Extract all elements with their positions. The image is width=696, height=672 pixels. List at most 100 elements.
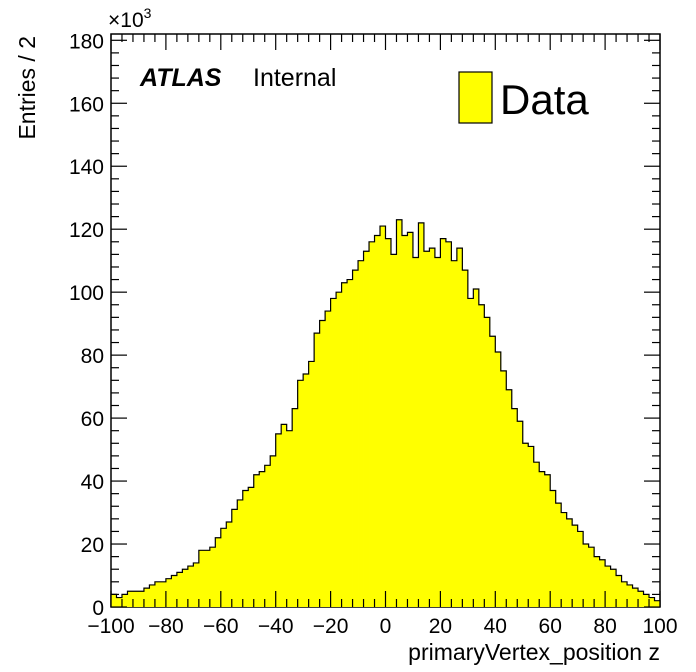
histogram-bin: [605, 566, 611, 607]
histogram-bin: [401, 235, 408, 607]
histogram-bin: [451, 260, 458, 607]
histogram-bin: [638, 591, 644, 607]
histogram-bin: [204, 550, 211, 607]
histogram-bin: [270, 455, 277, 607]
y-tick-label: 160: [69, 93, 104, 116]
legend-label: Data: [500, 76, 589, 123]
histogram-bin: [649, 597, 655, 607]
histogram-bin: [380, 226, 386, 608]
histogram-bin: [445, 241, 452, 608]
histogram-bin: [347, 279, 353, 607]
histogram-bin: [319, 320, 326, 607]
histogram-bin: [544, 474, 551, 607]
histogram-bin: [489, 336, 496, 607]
histogram-bin: [193, 562, 200, 607]
histogram-bin: [259, 471, 266, 607]
histogram-bin: [616, 575, 622, 607]
x-axis-title: primaryVertex_position z: [408, 639, 660, 665]
histogram-bin: [588, 547, 595, 607]
histogram-bin: [627, 584, 633, 607]
histogram-bin: [407, 232, 414, 607]
histogram-bin: [621, 581, 628, 607]
histogram-bin: [154, 581, 161, 607]
histogram-bin: [171, 575, 178, 607]
histogram-bin: [500, 370, 507, 607]
x-tick-label: 20: [429, 615, 452, 638]
histogram-bin: [423, 251, 430, 607]
histogram-bin: [127, 591, 134, 607]
histogram-bin: [220, 528, 227, 607]
histogram-bin: [165, 578, 172, 607]
histogram-bin: [610, 569, 617, 607]
histogram-bin: [198, 550, 205, 607]
histogram-bin: [429, 248, 436, 608]
y-axis-ticks: 0 20 40 60 80 100 120 140 160 180: [69, 30, 660, 620]
histogram-bin: [116, 597, 123, 607]
histogram-bin: [572, 525, 579, 607]
histogram-bin: [440, 238, 447, 607]
histogram-bin: [528, 446, 535, 607]
x-tick-label: 80: [593, 615, 616, 638]
y-tick-label: 100: [69, 282, 104, 305]
legend-marker: [458, 71, 493, 124]
histogram-bin: [330, 298, 337, 607]
histogram-bin: [215, 537, 222, 607]
histogram-bin: [286, 430, 293, 607]
histogram-bin: [253, 474, 260, 607]
histogram-bin: [594, 556, 601, 607]
histogram-bin: [143, 588, 150, 607]
histogram-bin: [539, 471, 546, 607]
y-tick-label: 60: [81, 408, 104, 431]
histogram-bin: [303, 374, 310, 607]
histogram-bin: [643, 594, 650, 607]
y-tick-label: 180: [69, 30, 104, 53]
histogram-bin: [264, 465, 271, 607]
histogram-bin: [248, 487, 255, 607]
histogram-bin: [308, 361, 315, 607]
x-tick-label: 100: [642, 615, 677, 638]
x-tick-label: −60: [203, 615, 239, 638]
histogram-bin: [522, 443, 529, 607]
y-tick-label: 20: [81, 534, 104, 557]
histogram-bin: [314, 333, 321, 607]
histogram-bin: [209, 547, 216, 607]
histogram-bin: [550, 490, 557, 607]
histogram-bin: [561, 512, 568, 607]
histogram-bin: [495, 351, 502, 607]
histogram-bin: [467, 298, 474, 607]
histogram-bin: [281, 424, 288, 607]
histogram-bin: [555, 503, 562, 607]
histogram-bin: [237, 499, 244, 607]
x-axis-ticks: −100 −80 −60 −40 −20 0 20 40 60 80 100: [87, 34, 678, 638]
x-tick-label: −20: [313, 615, 349, 638]
histogram-bin: [121, 594, 128, 607]
histogram-bin: [132, 591, 139, 607]
histogram-bin: [484, 317, 491, 607]
histogram-outline: [110, 219, 661, 607]
histogram-bin: [160, 581, 167, 607]
histogram-bin: [478, 304, 485, 607]
histogram-bin: [599, 559, 606, 607]
histogram-bin: [275, 433, 282, 607]
x-tick-label: −40: [258, 615, 294, 638]
histogram-bin: [517, 421, 524, 607]
histogram-bin: [149, 584, 156, 607]
internal-label: Internal: [253, 64, 336, 92]
histogram-bin: [187, 566, 194, 607]
histogram-bin: [297, 380, 304, 607]
histogram-bin: [385, 238, 392, 607]
histogram-bin: [577, 531, 584, 607]
x-tick-label: 40: [484, 615, 507, 638]
histogram-bin: [511, 408, 518, 607]
histogram-bin: [654, 600, 661, 607]
y-tick-label: 40: [81, 471, 104, 494]
histogram-bin: [632, 588, 639, 607]
histogram-bin: [390, 254, 397, 607]
histogram-bin: [412, 257, 419, 607]
histogram-bin: [583, 544, 590, 607]
y-axis-title: Entries / 2: [14, 36, 40, 140]
histogram-bin: [363, 251, 370, 607]
histogram-bin: [242, 490, 249, 607]
y-tick-label: 120: [69, 219, 104, 242]
